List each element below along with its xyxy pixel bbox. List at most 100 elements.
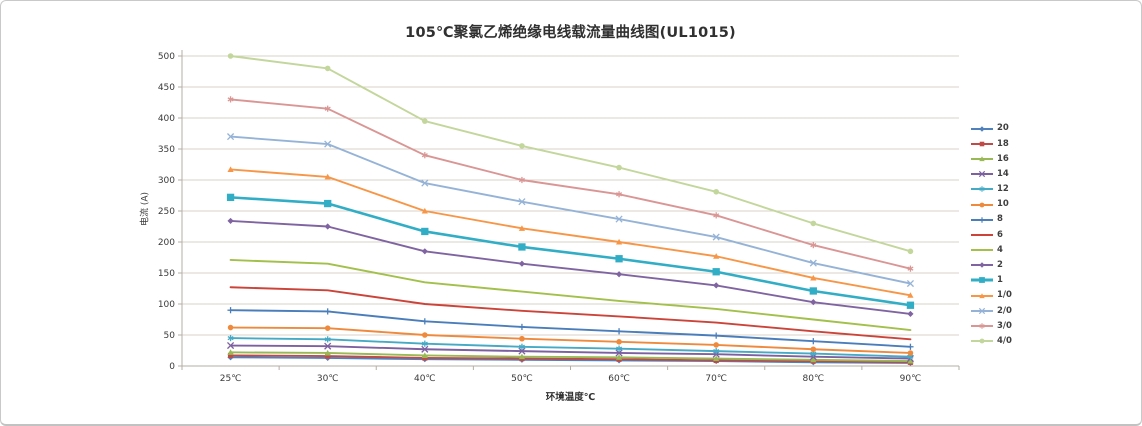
- legend-item-6: 6: [970, 227, 1012, 242]
- legend-item-1: 1: [970, 273, 1012, 288]
- legend-label: 16: [997, 153, 1009, 164]
- x-marker: [906, 279, 914, 288]
- asterisk-marker: [979, 324, 985, 328]
- y-tick-label: 450: [158, 83, 175, 93]
- x-marker: [712, 233, 720, 241]
- series-line-18: [229, 354, 912, 364]
- asterisk-marker: [518, 177, 525, 183]
- legend-item-3-0: 3/0: [970, 318, 1012, 333]
- square-marker: [324, 199, 332, 208]
- circle-marker: [907, 350, 914, 356]
- legend-label: 10: [997, 199, 1009, 210]
- legend-swatch: [971, 202, 993, 207]
- series-line-16: [229, 351, 912, 362]
- triangle-marker: [713, 253, 720, 259]
- x-marker: [518, 347, 526, 355]
- square-marker: [421, 227, 429, 236]
- series-line-2-0: [229, 135, 912, 285]
- asterisk-marker: [616, 346, 623, 351]
- circle-marker: [810, 346, 817, 353]
- series-line-10: [229, 326, 912, 354]
- x-tick-label: 50℃: [511, 374, 533, 384]
- legend-item-8: 8: [970, 212, 1012, 227]
- y-tick-label: 500: [158, 52, 175, 62]
- y-tick-label: 350: [158, 145, 175, 155]
- triangle-marker: [615, 238, 623, 245]
- triangle-marker: [227, 349, 234, 355]
- triangle-marker: [324, 173, 331, 180]
- circle-marker: [979, 202, 985, 207]
- triangle-marker: [907, 357, 914, 364]
- triangle-marker: [227, 166, 234, 172]
- x-marker: [324, 342, 332, 350]
- triangle-marker: [421, 352, 428, 358]
- circle-marker: [422, 332, 428, 338]
- x-marker: [978, 171, 986, 178]
- asterisk-marker: [810, 351, 817, 356]
- circle-marker: [616, 164, 622, 171]
- legend-item-12: 12: [970, 182, 1012, 197]
- legend-item-18: 18: [970, 136, 1012, 151]
- x-tick-label: 90℃: [900, 374, 922, 384]
- x-marker: [227, 133, 235, 141]
- legend-item-1-0: 1/0: [970, 288, 1012, 303]
- circle-marker: [519, 335, 525, 342]
- legend-label: 12: [997, 184, 1009, 195]
- legend-item-2-0: 2/0: [970, 303, 1012, 318]
- square-marker: [979, 141, 985, 147]
- square-marker: [809, 287, 817, 295]
- legend-item-20: 20: [970, 121, 1012, 136]
- diamond-marker: [518, 260, 526, 267]
- legend-label: 1: [997, 275, 1003, 286]
- legend-item-16: 16: [970, 151, 1012, 166]
- circle-marker: [227, 324, 234, 331]
- y-tick-label: 250: [158, 207, 175, 217]
- square-marker: [325, 353, 331, 359]
- legend-swatch: [971, 125, 993, 132]
- triangle-marker: [713, 355, 720, 362]
- x-tick-label: 40℃: [414, 374, 436, 384]
- asterisk-marker: [713, 213, 720, 218]
- x-marker: [978, 307, 986, 314]
- diamond-marker: [421, 248, 428, 255]
- asterisk-marker: [518, 344, 525, 349]
- asterisk-marker: [421, 153, 428, 158]
- circle-marker: [713, 188, 719, 195]
- series-line-2: [229, 219, 912, 315]
- triangle-marker: [810, 274, 817, 281]
- series-line-4: [229, 259, 912, 331]
- x-marker: [615, 349, 623, 357]
- square-marker: [227, 352, 234, 359]
- asterisk-marker: [227, 97, 234, 102]
- asterisk-marker: [810, 242, 817, 248]
- legend-swatch: [971, 249, 993, 252]
- x-marker: [324, 140, 332, 148]
- y-tick-label: 400: [158, 114, 175, 124]
- x-marker: [421, 345, 429, 353]
- legend-swatch: [971, 156, 993, 162]
- legend-swatch: [971, 141, 993, 147]
- triangle-marker: [518, 225, 526, 231]
- legend-swatch: [971, 171, 993, 178]
- series-line-20: [229, 356, 912, 364]
- legend-label: 1/0: [997, 290, 1012, 301]
- chart-legend: 20 18 16 14 12 10 8 6 4 2 1 1/0 2/0 3/0 4/0: [970, 121, 1012, 349]
- circle-marker: [519, 143, 525, 149]
- legend-label: 2/0: [997, 305, 1012, 316]
- legend-label: 18: [997, 138, 1009, 149]
- x-marker: [421, 179, 429, 187]
- diamond-marker: [979, 262, 985, 268]
- y-tick-label: 0: [169, 362, 175, 372]
- legend-swatch: [971, 323, 993, 329]
- legend-swatch: [971, 262, 993, 268]
- legend-item-14: 14: [970, 167, 1012, 182]
- square-marker: [226, 193, 235, 202]
- diamond-marker: [979, 125, 985, 132]
- diamond-marker: [324, 223, 331, 230]
- triangle-marker: [518, 353, 526, 360]
- legend-label: 8: [997, 214, 1003, 225]
- square-marker: [615, 255, 623, 263]
- x-marker: [809, 259, 817, 267]
